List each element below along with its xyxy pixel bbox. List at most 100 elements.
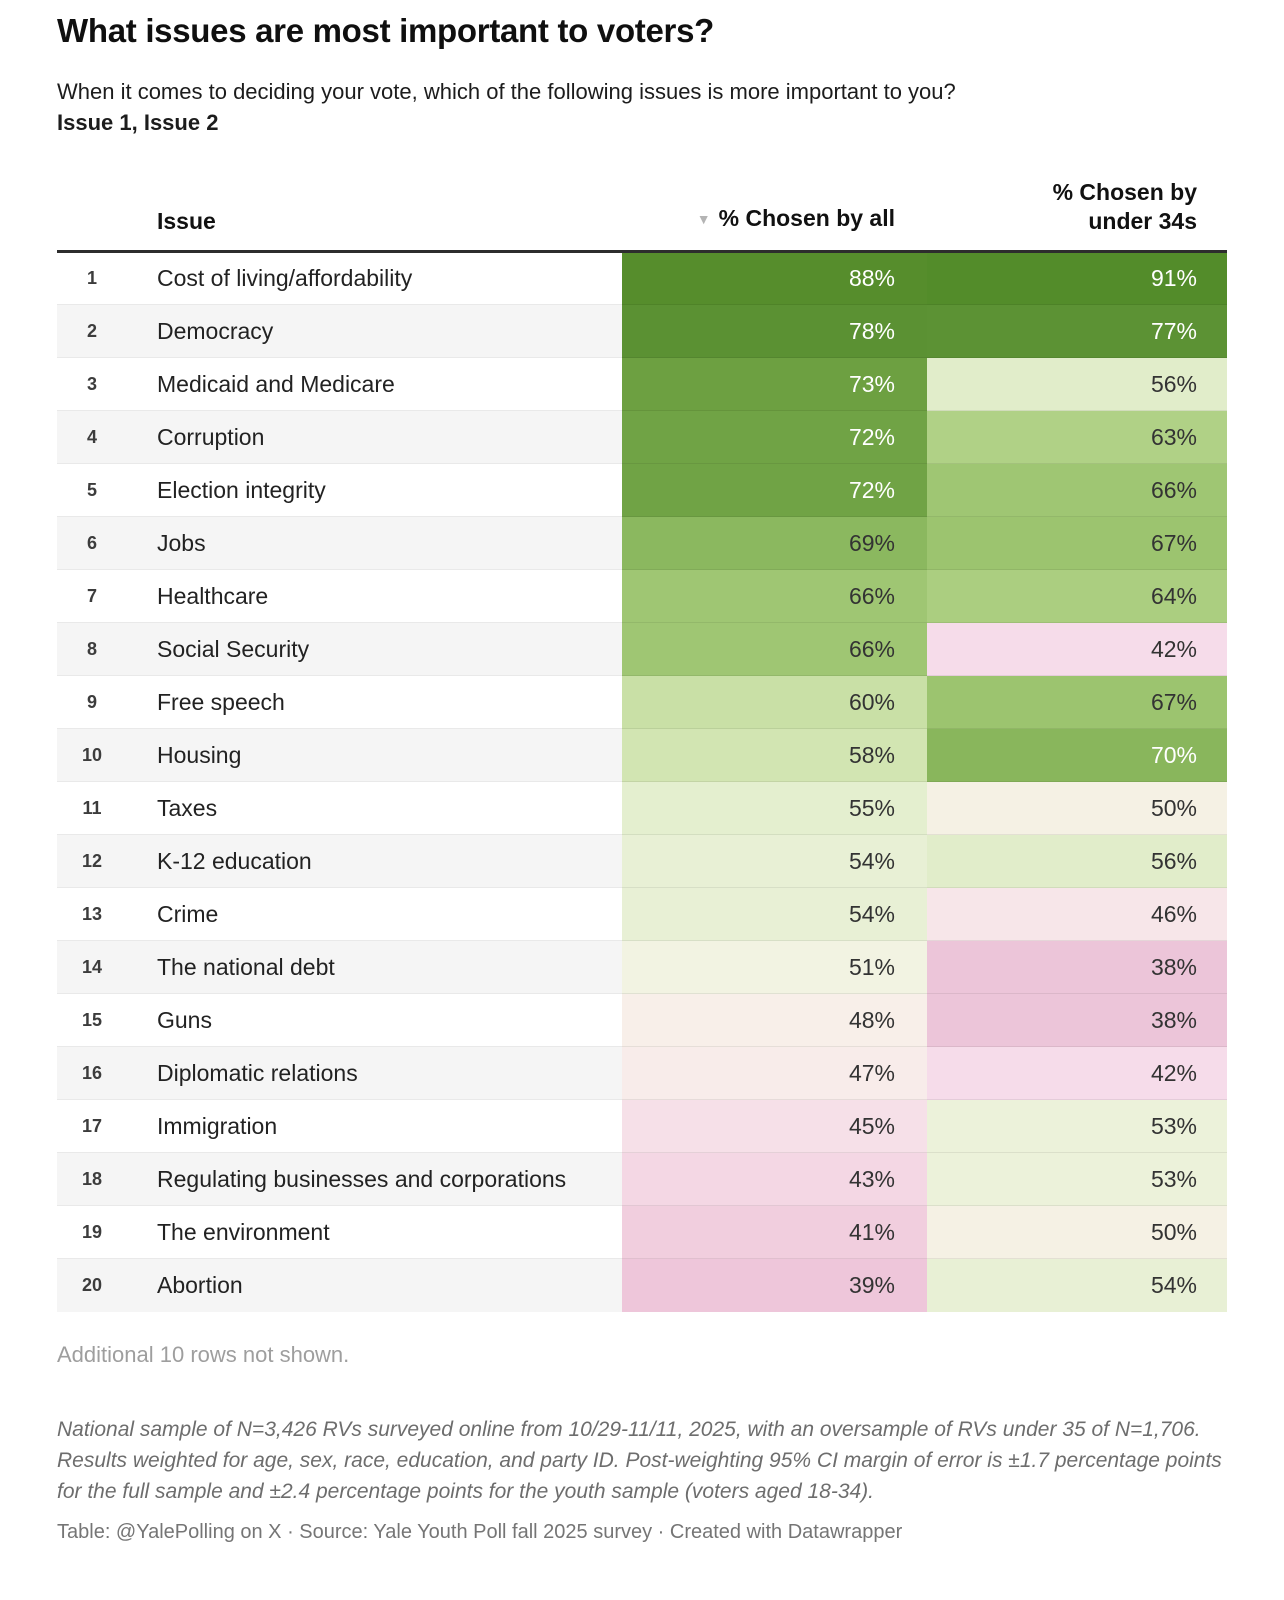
table-row: 5 Election integrity 72% 66% <box>57 463 1227 517</box>
table-row: 18 Regulating businesses and corporations… <box>57 1152 1227 1206</box>
value-chosen-by-under34: 63% <box>927 410 1227 464</box>
row-rank: 16 <box>57 1046 127 1100</box>
row-rank: 17 <box>57 1099 127 1153</box>
value-chosen-by-under34: 42% <box>927 1046 1227 1100</box>
value-chosen-by-all: 39% <box>622 1258 927 1312</box>
table-row: 10 Housing 58% 70% <box>57 728 1227 782</box>
table-row: 7 Healthcare 66% 64% <box>57 569 1227 623</box>
row-rank: 20 <box>57 1258 127 1312</box>
value-chosen-by-under34: 91% <box>927 251 1227 305</box>
subtitle-issue-labels: Issue 1, Issue 2 <box>57 110 219 135</box>
row-rank: 14 <box>57 940 127 994</box>
issue-column-header[interactable]: Issue <box>127 178 622 253</box>
value-chosen-by-under34: 54% <box>927 1258 1227 1312</box>
row-rank: 7 <box>57 569 127 623</box>
value-chosen-by-all: 58% <box>622 728 927 782</box>
value-chosen-by-all: 54% <box>622 887 927 941</box>
rank-column-header <box>57 178 127 253</box>
value-chosen-by-under34: 70% <box>927 728 1227 782</box>
value-chosen-by-under34: 38% <box>927 940 1227 994</box>
table-body: 1 Cost of living/affordability 88% 91% 2 Demo… <box>57 251 1227 1312</box>
header-row: Issue ▼ % Chosen by all % Chosen by under … <box>57 178 1227 253</box>
row-rank: 5 <box>57 463 127 517</box>
value-chosen-by-under34: 77% <box>927 304 1227 358</box>
value-chosen-by-all: 88% <box>622 251 927 305</box>
row-rank: 3 <box>57 357 127 411</box>
value-chosen-by-under34: 42% <box>927 622 1227 676</box>
issue-label: Free speech <box>127 675 622 729</box>
value-chosen-by-all: 66% <box>622 569 927 623</box>
value-chosen-by-under34: 64% <box>927 569 1227 623</box>
table-row: 20 Abortion 39% 54% <box>57 1258 1227 1312</box>
value-chosen-by-all: 55% <box>622 781 927 835</box>
row-rank: 15 <box>57 993 127 1047</box>
issue-label: Cost of living/affordability <box>157 265 413 291</box>
row-rank: 1 <box>86 268 97 288</box>
chosen-by-under34-column-header[interactable]: % Chosen by under 34s <box>927 178 1227 253</box>
issue-label: Corruption <box>127 410 622 464</box>
chosen-by-all-label: % Chosen by all <box>718 205 895 231</box>
table-row: 15 Guns 48% 38% <box>57 993 1227 1047</box>
value-chosen-by-all: 48% <box>622 993 927 1047</box>
issue-label: Jobs <box>127 516 622 570</box>
issue-label: Diplomatic relations <box>127 1046 622 1100</box>
table-row: 6 Jobs 69% 67% <box>57 516 1227 570</box>
value-chosen-by-under34: 66% <box>927 463 1227 517</box>
row-rank: 18 <box>57 1152 127 1206</box>
row-rank: 11 <box>57 781 127 835</box>
value-chosen-by-under34: 50% <box>927 1205 1227 1259</box>
table-row: 14 The national debt 51% 38% <box>57 940 1227 994</box>
issue-label: Crime <box>127 887 622 941</box>
row-rank: 12 <box>57 834 127 888</box>
row-rank: 10 <box>57 728 127 782</box>
issues-table: Issue ▼ % Chosen by all % Chosen by under … <box>57 178 1227 1312</box>
issue-label: Housing <box>127 728 622 782</box>
table-row: 4 Corruption 72% 63% <box>57 410 1227 464</box>
table-row: 3 Medicaid and Medicare 73% 56% <box>57 357 1227 411</box>
issue-label: Taxes <box>127 781 622 835</box>
chosen-by-all-column-header[interactable]: ▼ % Chosen by all <box>622 178 927 253</box>
chart-subtitle: When it comes to deciding your vote, whi… <box>57 76 1227 138</box>
row-rank: 8 <box>57 622 127 676</box>
value-chosen-by-all: 41% <box>622 1205 927 1259</box>
value-chosen-by-all: 60% <box>622 675 927 729</box>
issue-label: Healthcare <box>127 569 622 623</box>
methodology-footnote: National sample of N=3,426 RVs surveyed … <box>57 1417 1222 1503</box>
issue-label: The environment <box>127 1205 622 1259</box>
issue-label: Social Security <box>127 622 622 676</box>
source-attribution: Table: @YalePolling on X · Source: Yale … <box>57 1520 903 1543</box>
issue-label: Abortion <box>127 1258 622 1312</box>
table-row: 8 Social Security 66% 42% <box>57 622 1227 676</box>
value-chosen-by-all: 66% <box>622 622 927 676</box>
value-chosen-by-all: 72% <box>622 410 927 464</box>
row-rank: 19 <box>57 1205 127 1259</box>
sort-descending-icon: ▼ <box>696 211 711 227</box>
value-chosen-by-under34: 38% <box>927 993 1227 1047</box>
issue-label: K-12 education <box>127 834 622 888</box>
value-chosen-by-under34: 50% <box>927 781 1227 835</box>
value-chosen-by-under34: 67% <box>927 675 1227 729</box>
value-chosen-by-under34: 56% <box>927 357 1227 411</box>
value-chosen-by-under34: 46% <box>927 887 1227 941</box>
value-chosen-by-all: 45% <box>622 1099 927 1153</box>
page-title: What issues are most important to voters… <box>57 12 714 49</box>
additional-rows-note: Additional 10 rows not shown. <box>57 1341 350 1367</box>
value-chosen-by-under34: 67% <box>927 516 1227 570</box>
value-chosen-by-under34: 56% <box>927 834 1227 888</box>
value-chosen-by-all: 54% <box>622 834 927 888</box>
value-chosen-by-all: 73% <box>622 357 927 411</box>
value-chosen-by-under34: 53% <box>927 1152 1227 1206</box>
issue-label: Guns <box>127 993 622 1047</box>
value-chosen-by-all: 72% <box>622 463 927 517</box>
issue-label: Election integrity <box>127 463 622 517</box>
row-rank: 9 <box>57 675 127 729</box>
issue-label: The national debt <box>127 940 622 994</box>
table-row: 12 K-12 education 54% 56% <box>57 834 1227 888</box>
table-row: 16 Diplomatic relations 47% 42% <box>57 1046 1227 1100</box>
row-rank: 4 <box>57 410 127 464</box>
table-row: 19 The environment 41% 50% <box>57 1205 1227 1259</box>
value-chosen-by-all: 51% <box>622 940 927 994</box>
table-row: 13 Crime 54% 46% <box>57 887 1227 941</box>
table-row: 17 Immigration 45% 53% <box>57 1099 1227 1153</box>
